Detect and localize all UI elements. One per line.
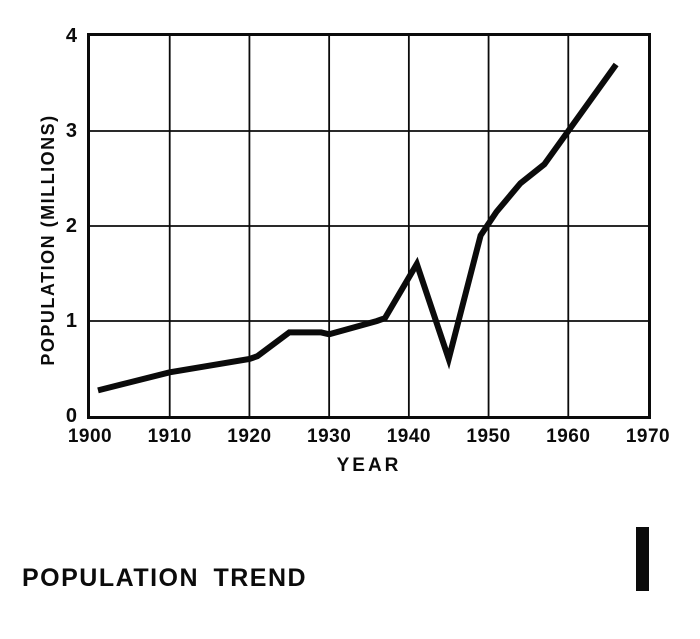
x-tick-label: 1900 xyxy=(67,426,113,447)
chart-svg xyxy=(90,36,648,416)
x-tick-label: 1950 xyxy=(466,426,511,447)
y-tick-label: 1 xyxy=(65,310,78,332)
x-tick-label: 1970 xyxy=(625,426,671,447)
figure-number-bar xyxy=(636,527,649,591)
figure-title: POPULATION TREND xyxy=(22,564,308,592)
x-tick-label: 1910 xyxy=(147,426,192,447)
x-tick-label: 1960 xyxy=(546,426,591,447)
x-axis-label: YEAR xyxy=(336,455,402,476)
x-tick-label: 1930 xyxy=(307,426,352,447)
x-tick-label: 1920 xyxy=(227,426,272,447)
y-tick-label: 0 xyxy=(65,405,78,427)
y-tick-label: 3 xyxy=(65,120,78,142)
x-tick-label: 1940 xyxy=(386,426,431,447)
y-tick-label: 2 xyxy=(65,215,78,237)
data-line-population xyxy=(97,62,619,394)
y-tick-label: 4 xyxy=(65,25,78,47)
y-axis-label: POPULATION (MILLIONS) xyxy=(38,114,58,366)
plot-area xyxy=(87,33,651,419)
